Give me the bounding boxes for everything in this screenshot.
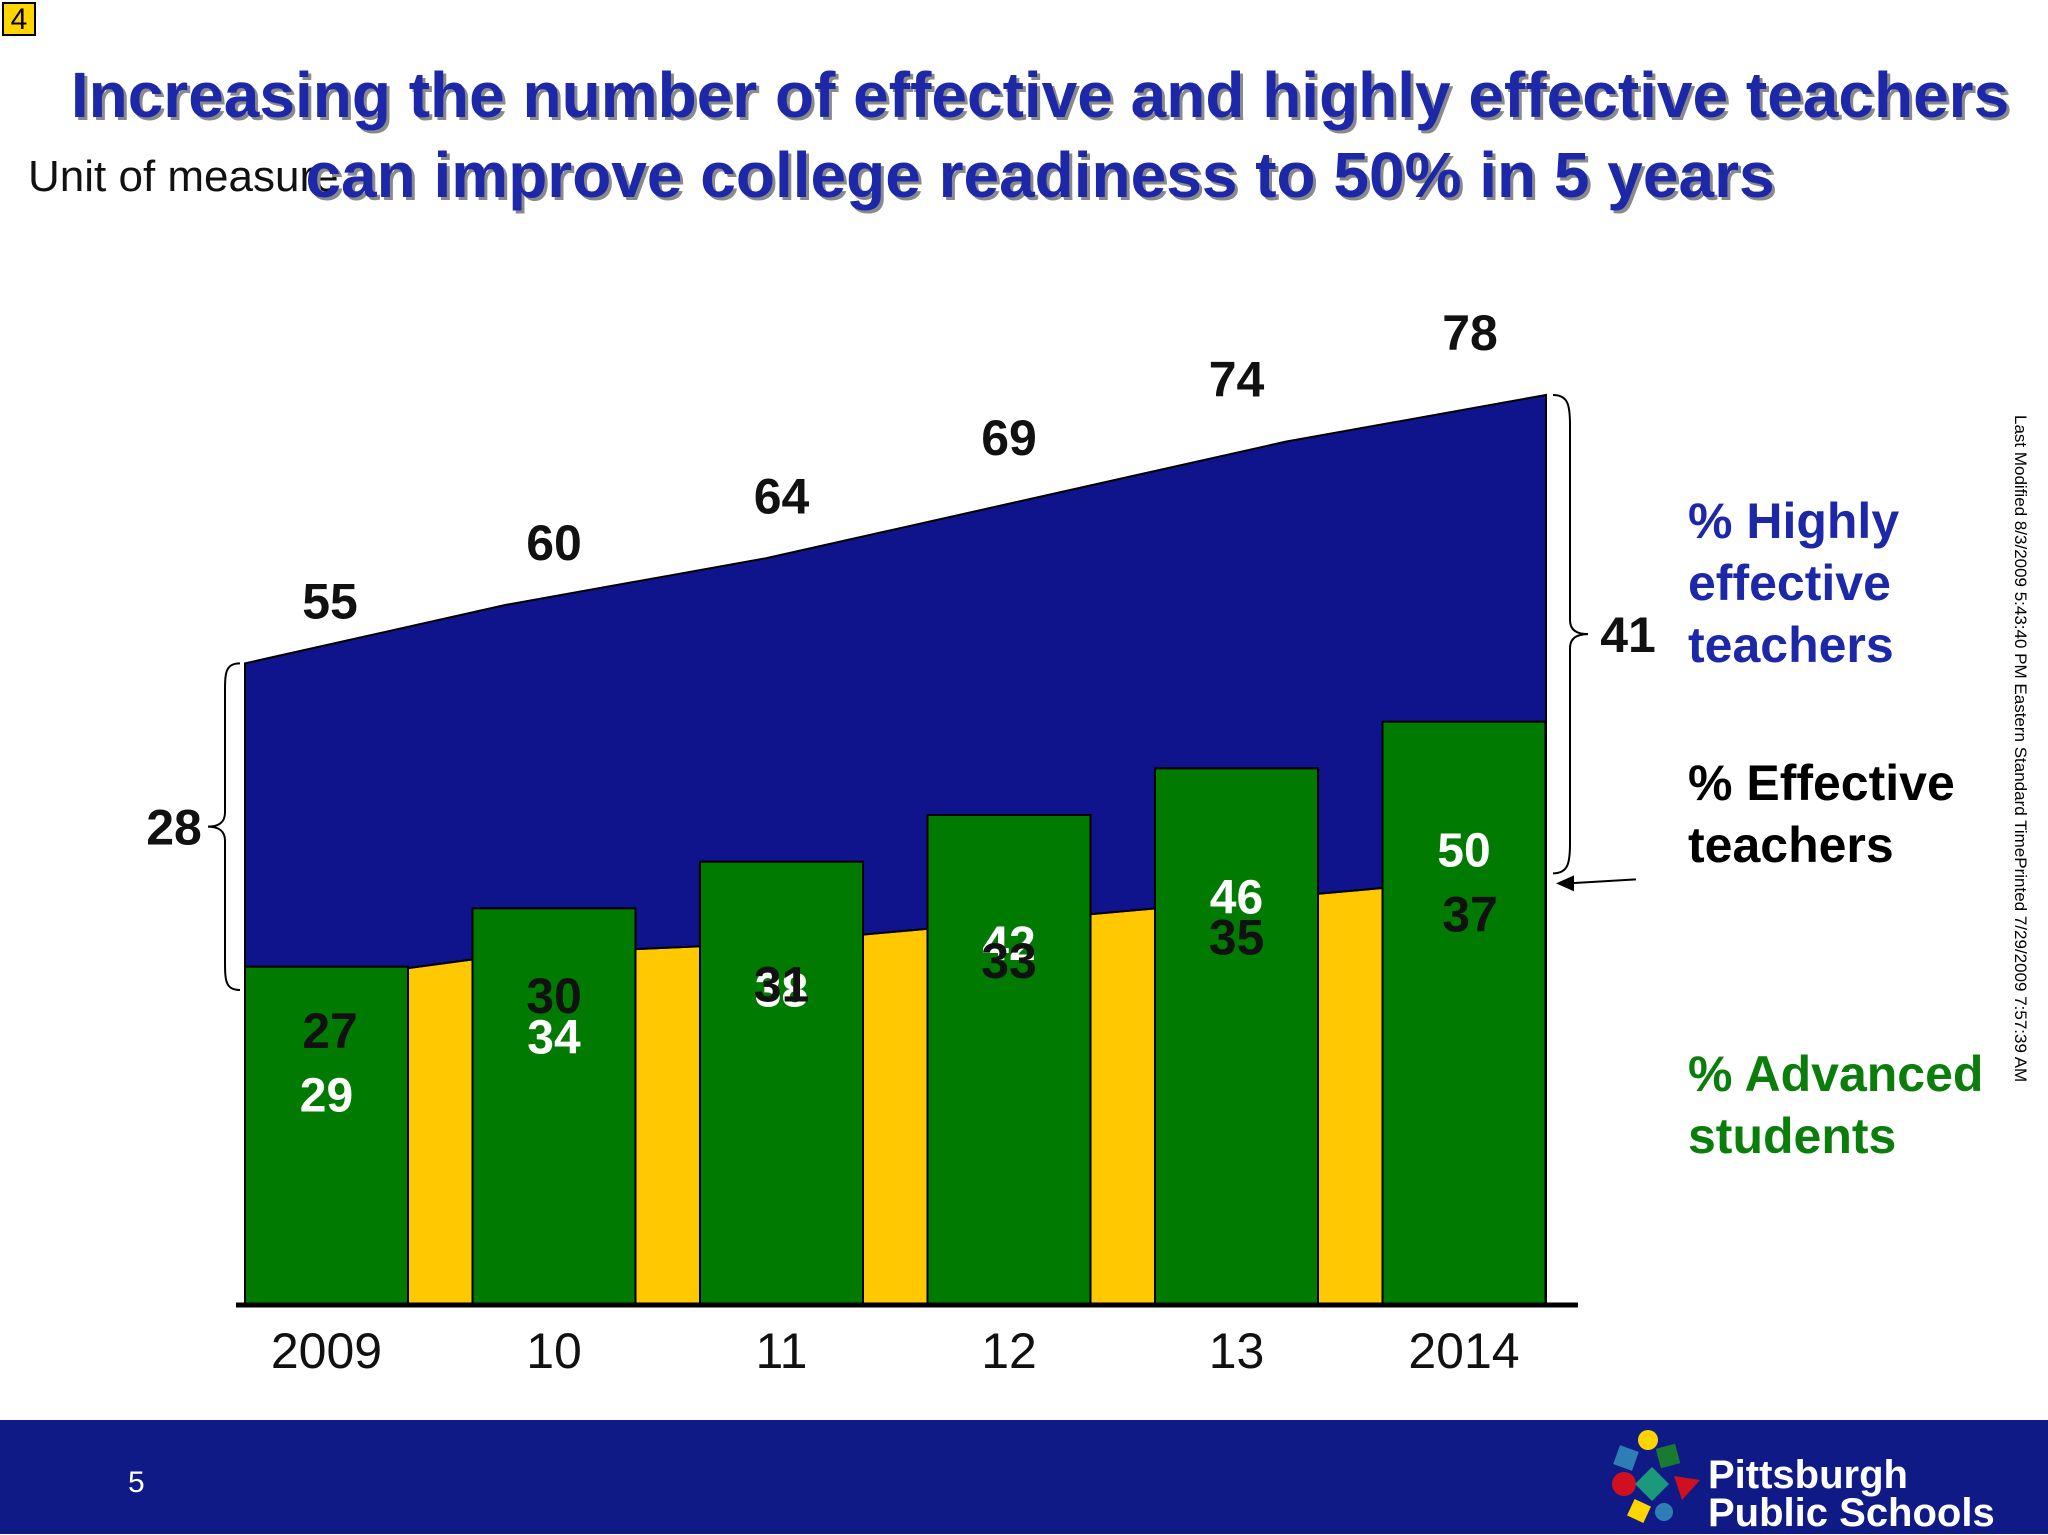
total-value-label: 60 <box>526 515 582 571</box>
advanced-students-bar <box>471 907 637 1306</box>
effective-value-label: 31 <box>754 956 810 1012</box>
page-title: Increasing the number of effective and h… <box>70 59 2010 211</box>
arrow-head <box>1556 875 1574 892</box>
advanced-value-label: 42 <box>982 918 1035 971</box>
advanced-value-label: 34 <box>527 1011 581 1064</box>
advanced-students-bar <box>926 814 1092 1306</box>
total-value-label: 74 <box>1209 352 1265 408</box>
footer-bar: 5 Pittsburgh Public Schools <box>0 1420 2048 1534</box>
advanced-value-label: 46 <box>1210 871 1263 924</box>
legend-line: teachers <box>1688 617 1894 673</box>
advanced-students-bar <box>1381 720 1547 1306</box>
effective-value-label: 30 <box>526 968 582 1024</box>
pps-logo-mark <box>1612 1430 1700 1523</box>
arrow-shaft <box>1567 878 1637 885</box>
unit-of-measure-label: Unit of measure <box>28 152 339 201</box>
legend-line: % Highly <box>1688 493 1900 549</box>
printed-text: Printed 7/29/2009 7:57:39 AM <box>2011 857 2030 1083</box>
brand-line-1: Pittsburgh <box>1708 1453 1908 1497</box>
slide-number-box: 4 <box>2 2 36 36</box>
x-tick-label: 2009 <box>271 1323 382 1379</box>
advanced-value-label: 38 <box>755 965 808 1018</box>
x-tick-label: 12 <box>981 1323 1037 1379</box>
legend-line: students <box>1688 1108 1897 1164</box>
legend-line: % Effective <box>1688 755 1955 811</box>
advanced-students-bar <box>1154 767 1319 1306</box>
total-value-label: 78 <box>1442 305 1498 361</box>
effective-value-label: 27 <box>302 1003 358 1059</box>
x-tick-label: 2014 <box>1408 1323 1519 1379</box>
modified-printed-stamp: Last Modified 8/3/2009 5:43:40 PM Easter… <box>2010 415 2030 1082</box>
last-modified-text: Last Modified 8/3/2009 5:43:40 PM Easter… <box>2011 415 2030 858</box>
legend-line: teachers <box>1688 817 1894 873</box>
legend-line: effective <box>1688 555 1891 611</box>
effective-value-label: 33 <box>981 933 1037 989</box>
advanced-students-bar <box>699 860 864 1307</box>
x-tick-label: 11 <box>756 1323 808 1379</box>
effective-value-label: 35 <box>1209 910 1265 966</box>
total-value-label: 55 <box>302 573 358 629</box>
annotation-41: 41 <box>1600 607 1656 663</box>
advanced-value-label: 29 <box>300 1070 353 1123</box>
effective-value-label: 37 <box>1442 886 1498 942</box>
total-value-label: 69 <box>981 410 1037 466</box>
advanced-students-bar <box>244 965 409 1307</box>
advanced-value-label: 50 <box>1437 825 1490 878</box>
brand-line-2: Public Schools <box>1708 1491 1995 1535</box>
x-tick-label: 13 <box>1209 1323 1265 1379</box>
stacked-chart: 29 34 38 42 46 50 27 30 31 33 35 37 55 60 64 69 74 78 2009… <box>146 305 1656 1379</box>
total-value-label: 64 <box>754 468 810 524</box>
annotation-28: 28 <box>146 800 202 856</box>
right-brace <box>1552 394 1589 875</box>
page-number: 5 <box>128 1466 145 1499</box>
legend-line: % Advanced <box>1688 1046 1984 1102</box>
left-brace <box>207 662 241 991</box>
x-tick-label: 10 <box>526 1323 582 1379</box>
